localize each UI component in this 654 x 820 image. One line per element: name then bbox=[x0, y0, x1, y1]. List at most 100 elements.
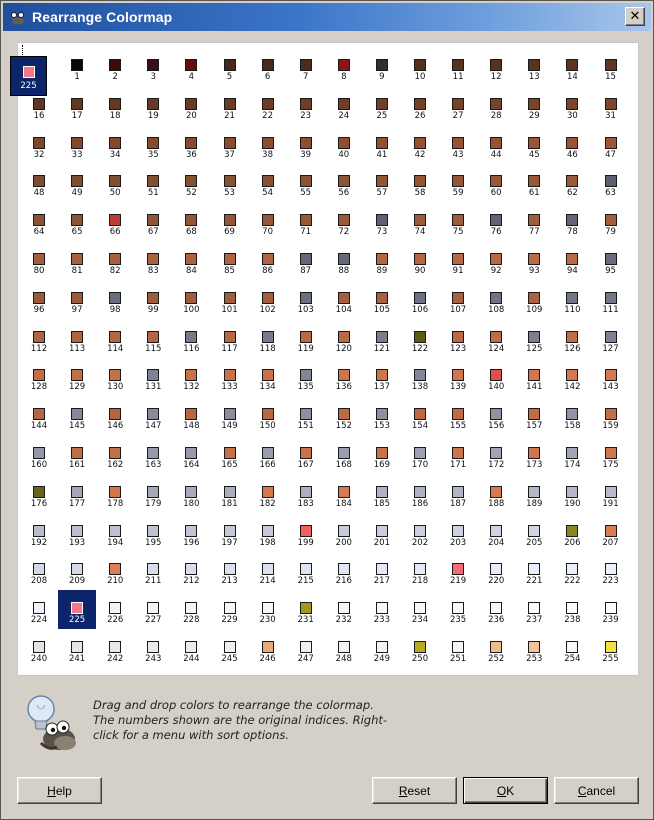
colormap-cell[interactable]: 56 bbox=[325, 163, 363, 202]
colormap-cell[interactable]: 159 bbox=[592, 396, 630, 435]
colormap-cell[interactable]: 99 bbox=[134, 280, 172, 319]
colormap-cell[interactable]: 209 bbox=[58, 551, 96, 590]
colormap-cell[interactable]: 37 bbox=[211, 125, 249, 164]
colormap-cell[interactable]: 148 bbox=[172, 396, 210, 435]
colormap-cell[interactable]: 126 bbox=[553, 319, 591, 358]
colormap-cell[interactable]: 173 bbox=[515, 435, 553, 474]
colormap-cell[interactable]: 220 bbox=[477, 551, 515, 590]
colormap-cell[interactable]: 195 bbox=[134, 513, 172, 552]
colormap-cell[interactable]: 236 bbox=[477, 590, 515, 629]
colormap-cell[interactable]: 216 bbox=[325, 551, 363, 590]
colormap-cell[interactable]: 7 bbox=[287, 47, 325, 86]
colormap-cell[interactable]: 65 bbox=[58, 202, 96, 241]
colormap-cell[interactable]: 109 bbox=[515, 280, 553, 319]
colormap-cell[interactable]: 170 bbox=[401, 435, 439, 474]
colormap-cell[interactable]: 26 bbox=[401, 86, 439, 125]
colormap-cell[interactable]: 121 bbox=[363, 319, 401, 358]
colormap-cell[interactable]: 179 bbox=[134, 474, 172, 513]
colormap-cell[interactable]: 38 bbox=[249, 125, 287, 164]
colormap-cell[interactable]: 188 bbox=[477, 474, 515, 513]
colormap-cell[interactable]: 3 bbox=[134, 47, 172, 86]
colormap-cell[interactable]: 207 bbox=[592, 513, 630, 552]
colormap-cell[interactable]: 246 bbox=[249, 629, 287, 668]
colormap-cell[interactable]: 162 bbox=[96, 435, 134, 474]
colormap-cell[interactable]: 134 bbox=[249, 357, 287, 396]
colormap-cell[interactable]: 55 bbox=[287, 163, 325, 202]
colormap-cell[interactable]: 225 bbox=[58, 590, 97, 630]
colormap-cell[interactable]: 100 bbox=[172, 280, 210, 319]
colormap-cell[interactable]: 120 bbox=[325, 319, 363, 358]
colormap-cell[interactable]: 210 bbox=[96, 551, 134, 590]
colormap-cell[interactable]: 45 bbox=[515, 125, 553, 164]
colormap-cell[interactable]: 184 bbox=[325, 474, 363, 513]
colormap-cell[interactable]: 241 bbox=[58, 629, 96, 668]
colormap-cell[interactable]: 47 bbox=[592, 125, 630, 164]
colormap-cell[interactable]: 19 bbox=[134, 86, 172, 125]
colormap-cell[interactable]: 218 bbox=[401, 551, 439, 590]
colormap-cell[interactable]: 91 bbox=[439, 241, 477, 280]
colormap-cell[interactable]: 150 bbox=[249, 396, 287, 435]
colormap-cell[interactable]: 237 bbox=[515, 590, 553, 629]
colormap-cell[interactable]: 98 bbox=[96, 280, 134, 319]
colormap-cell[interactable]: 200 bbox=[325, 513, 363, 552]
colormap-cell[interactable]: 110 bbox=[553, 280, 591, 319]
colormap-cell[interactable]: 84 bbox=[172, 241, 210, 280]
colormap-cell[interactable]: 33 bbox=[58, 125, 96, 164]
title-bar[interactable]: Rearrange Colormap ✕ bbox=[3, 3, 651, 31]
colormap-cell[interactable]: 49 bbox=[58, 163, 96, 202]
colormap-cell[interactable]: 77 bbox=[515, 202, 553, 241]
colormap-cell[interactable]: 139 bbox=[439, 357, 477, 396]
colormap-cell[interactable]: 15 bbox=[592, 47, 630, 86]
colormap-cell[interactable]: 164 bbox=[172, 435, 210, 474]
colormap-cell[interactable]: 155 bbox=[439, 396, 477, 435]
colormap-cell[interactable]: 74 bbox=[401, 202, 439, 241]
colormap-cell[interactable]: 14 bbox=[553, 47, 591, 86]
colormap-cell[interactable]: 157 bbox=[515, 396, 553, 435]
colormap-cell[interactable]: 219 bbox=[439, 551, 477, 590]
colormap-cell[interactable]: 28 bbox=[477, 86, 515, 125]
colormap-cell[interactable]: 143 bbox=[592, 357, 630, 396]
colormap-cell[interactable]: 128 bbox=[20, 357, 58, 396]
colormap-cell[interactable]: 156 bbox=[477, 396, 515, 435]
colormap-cell[interactable]: 24 bbox=[325, 86, 363, 125]
colormap-cell[interactable]: 132 bbox=[172, 357, 210, 396]
colormap-cell[interactable]: 18 bbox=[96, 86, 134, 125]
colormap-cell[interactable]: 229 bbox=[211, 590, 249, 629]
colormap-cell[interactable]: 187 bbox=[439, 474, 477, 513]
colormap-cell[interactable]: 197 bbox=[211, 513, 249, 552]
colormap-cell[interactable]: 40 bbox=[325, 125, 363, 164]
colormap-cell[interactable]: 144 bbox=[20, 396, 58, 435]
colormap-cell[interactable]: 239 bbox=[592, 590, 630, 629]
colormap-cell[interactable]: 51 bbox=[134, 163, 172, 202]
colormap-cell[interactable]: 12 bbox=[477, 47, 515, 86]
colormap-cell[interactable]: 223 bbox=[592, 551, 630, 590]
colormap-cell[interactable]: 221 bbox=[515, 551, 553, 590]
colormap-cell[interactable]: 176 bbox=[20, 474, 58, 513]
colormap-cell[interactable]: 6 bbox=[249, 47, 287, 86]
colormap-cell[interactable]: 202 bbox=[401, 513, 439, 552]
colormap-cell[interactable]: 233 bbox=[363, 590, 401, 629]
colormap-cell[interactable]: 252 bbox=[477, 629, 515, 668]
colormap-cell[interactable]: 191 bbox=[592, 474, 630, 513]
colormap-cell[interactable]: 231 bbox=[287, 590, 325, 629]
colormap-cell[interactable]: 149 bbox=[211, 396, 249, 435]
colormap-cell[interactable]: 119 bbox=[287, 319, 325, 358]
colormap-cell[interactable]: 248 bbox=[325, 629, 363, 668]
colormap-cell[interactable]: 140 bbox=[477, 357, 515, 396]
colormap-cell[interactable]: 169 bbox=[363, 435, 401, 474]
colormap-cell[interactable]: 199 bbox=[287, 513, 325, 552]
colormap-cell[interactable]: 165 bbox=[211, 435, 249, 474]
colormap-cell[interactable]: 96 bbox=[20, 280, 58, 319]
colormap-cell[interactable]: 141 bbox=[515, 357, 553, 396]
colormap-cell[interactable]: 63 bbox=[592, 163, 630, 202]
colormap-cell[interactable]: 213 bbox=[211, 551, 249, 590]
colormap-cell[interactable]: 17 bbox=[58, 86, 96, 125]
colormap-cell[interactable]: 104 bbox=[325, 280, 363, 319]
colormap-cell[interactable]: 82 bbox=[96, 241, 134, 280]
colormap-cell[interactable]: 168 bbox=[325, 435, 363, 474]
colormap-cell[interactable]: 71 bbox=[287, 202, 325, 241]
colormap-cell[interactable]: 254 bbox=[553, 629, 591, 668]
colormap-cell[interactable]: 8 bbox=[325, 47, 363, 86]
